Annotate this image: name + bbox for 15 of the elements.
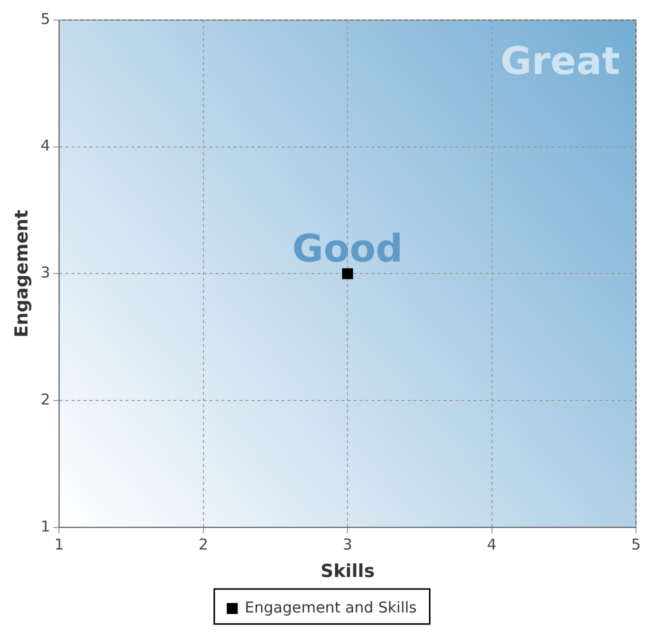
y-tick-label: 1: [40, 517, 50, 536]
x-tick-label: 5: [631, 535, 641, 554]
y-tick-label: 3: [40, 264, 50, 282]
x-tick-label: 3: [342, 535, 352, 554]
legend-label: Engagement and Skills: [244, 598, 417, 616]
annotation: Great: [500, 38, 620, 83]
y-tick-label: 5: [40, 10, 50, 28]
y-tick-label: 2: [40, 390, 50, 408]
x-tick-label: 2: [198, 535, 208, 554]
y-tick-label: 4: [40, 136, 50, 155]
y-axis-title: Engagement: [11, 210, 32, 338]
annotation: Good: [292, 226, 403, 271]
x-tick-label: 1: [54, 535, 64, 554]
x-axis-title: Skills: [320, 560, 375, 582]
x-tick-label: 4: [487, 535, 497, 554]
